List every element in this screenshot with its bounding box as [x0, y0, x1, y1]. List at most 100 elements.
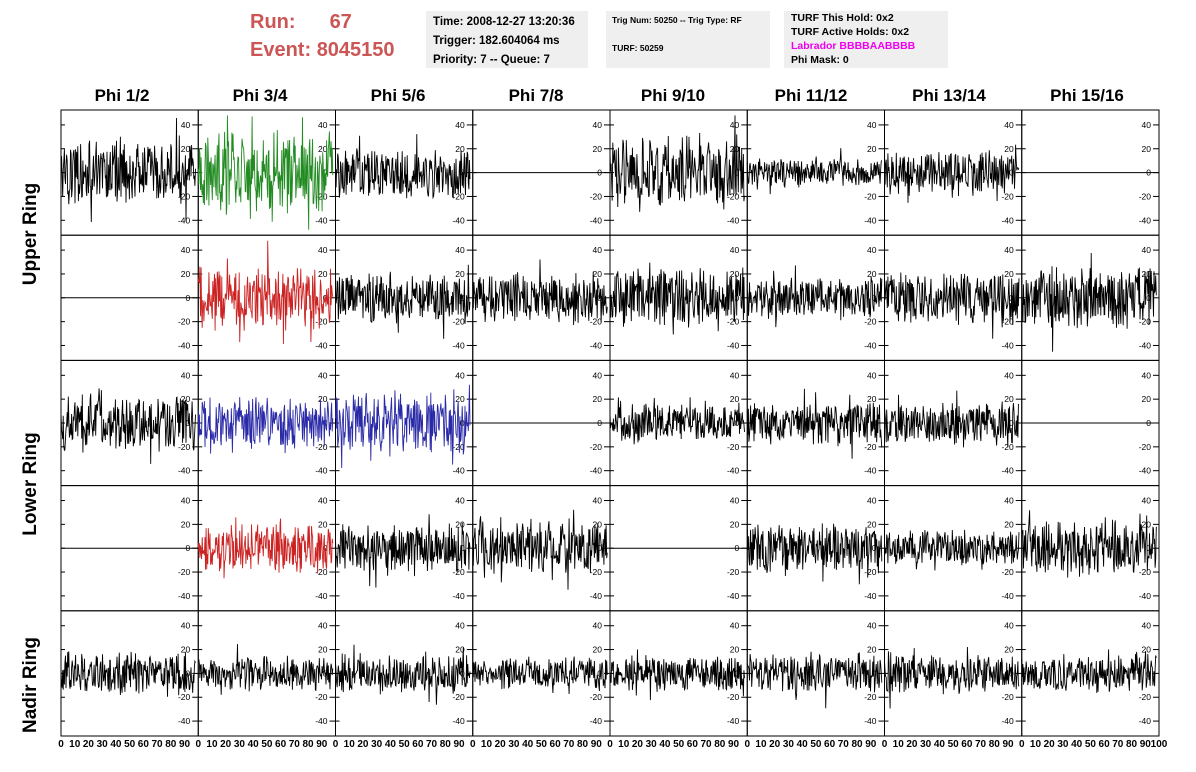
turf-info-box: TURF This Hold: 0x2 TURF Active Holds: 0…: [784, 11, 948, 68]
waveform-trace: [60, 388, 196, 464]
y-tick-label: -40: [1139, 591, 1152, 601]
y-tick-label: -20: [452, 692, 465, 702]
phi-header-6: Phi 11/12: [774, 86, 848, 105]
y-tick-label: -40: [1001, 466, 1014, 476]
phi-header-1: Phi 1/2: [94, 86, 150, 105]
y-tick-label: -40: [1139, 215, 1152, 225]
x-tick-label: 50: [536, 739, 548, 750]
y-tick-label: -20: [178, 317, 191, 327]
y-tick-label: 40: [593, 120, 603, 130]
waveform-trace: [335, 134, 471, 200]
x-tick-label: 0: [333, 739, 339, 750]
x-tick-label: 20: [83, 739, 95, 750]
y-tick-label: -40: [727, 716, 740, 726]
waveform-trace: [884, 646, 1020, 709]
waveform-trace: [884, 390, 1020, 448]
y-tick-label: -20: [1139, 567, 1152, 577]
x-tick-label: 80: [851, 739, 863, 750]
y-tick-label: -40: [864, 340, 877, 350]
y-tick-label: 20: [318, 394, 328, 404]
y-tick-label: -20: [864, 567, 877, 577]
y-tick-label: -20: [590, 317, 603, 327]
y-tick-label: 0: [1009, 418, 1014, 428]
x-tick-label: 70: [1112, 739, 1124, 750]
y-tick-label: -20: [590, 191, 603, 201]
y-tick-label: 40: [1004, 621, 1014, 631]
x-tick-label: 30: [646, 739, 658, 750]
y-tick-label: -20: [727, 692, 740, 702]
y-tick-label: 40: [181, 496, 191, 506]
y-tick-label: 40: [730, 496, 740, 506]
y-tick-label: -20: [452, 567, 465, 577]
trigger-text: Trigger: 182.604064 ms: [433, 35, 560, 47]
waveform-trace: [335, 384, 471, 469]
x-tick-label: 60: [138, 739, 150, 750]
waveform-trace: [1021, 510, 1157, 578]
y-tick-label: 20: [1004, 519, 1014, 529]
waveform-trace: [197, 397, 334, 454]
y-tick-label: -20: [1001, 317, 1014, 327]
phi-mask-text: Phi Mask: 0: [791, 54, 849, 66]
y-tick-label: -40: [590, 466, 603, 476]
x-tick-label: 70: [701, 739, 713, 750]
x-tick-label: 50: [261, 739, 273, 750]
y-tick-label: 20: [1004, 394, 1014, 404]
y-tick-label: 20: [181, 394, 191, 404]
x-tick-label: 30: [97, 739, 109, 750]
y-tick-label: 0: [323, 168, 328, 178]
y-tick-label: 40: [1004, 120, 1014, 130]
y-tick-label: 20: [1142, 394, 1152, 404]
y-tick-label: 40: [1142, 496, 1152, 506]
y-tick-label: 0: [597, 543, 602, 553]
y-tick-label: -20: [727, 317, 740, 327]
x-tick-label: 50: [1085, 739, 1097, 750]
run-value: 67: [329, 11, 352, 33]
y-tick-label: -20: [178, 567, 191, 577]
y-tick-label: 20: [1142, 269, 1152, 279]
y-tick-label: 40: [867, 245, 877, 255]
x-tick-label: 60: [824, 739, 836, 750]
y-tick-label: -40: [452, 340, 465, 350]
waveform-trace: [335, 514, 471, 588]
x-tick-label: 50: [673, 739, 685, 750]
priority-text: Priority: 7 -- Queue: 7: [433, 54, 550, 66]
waveform-trace: [197, 644, 334, 695]
y-tick-label: -20: [590, 442, 603, 452]
x-tick-label: 10: [481, 739, 493, 750]
x-tick-label: 40: [110, 739, 122, 750]
x-tick-label: 60: [1099, 739, 1111, 750]
x-tick-label: 30: [783, 739, 795, 750]
y-tick-label: 40: [867, 621, 877, 631]
x-tick-label: 10: [618, 739, 630, 750]
x-tick-label: 40: [1071, 739, 1083, 750]
y-tick-label: -40: [727, 340, 740, 350]
y-tick-label: -40: [178, 466, 191, 476]
x-tick-label: 40: [659, 739, 671, 750]
y-tick-label: 40: [1004, 496, 1014, 506]
y-tick-label: -20: [1001, 567, 1014, 577]
y-tick-label: 20: [1004, 144, 1014, 154]
turf-active-holds-text: TURF Active Holds: 0x2: [791, 26, 910, 38]
x-tick-label: 90: [591, 739, 603, 750]
y-tick-label: -20: [178, 191, 191, 201]
waveform-trace: [335, 644, 471, 705]
x-tick-label: 50: [399, 739, 411, 750]
y-tick-label: -40: [315, 716, 328, 726]
event-value: 8045150: [316, 39, 395, 61]
waveform-trace: [335, 264, 471, 339]
x-tick-label: 0: [607, 739, 613, 750]
x-tick-label: 90: [453, 739, 465, 750]
y-tick-label: 20: [593, 144, 603, 154]
x-tick-label: 20: [906, 739, 918, 750]
y-tick-label: -40: [1139, 340, 1152, 350]
labrador-text: Labrador BBBBAABBBB: [791, 40, 916, 52]
x-tick-label: 30: [1057, 739, 1069, 750]
y-tick-label: -40: [864, 215, 877, 225]
waveform-trace: [60, 117, 196, 223]
x-tick-label: 20: [1044, 739, 1056, 750]
y-tick-label: -40: [590, 340, 603, 350]
x-tick-label: 0: [58, 739, 64, 750]
y-tick-label: -40: [178, 215, 191, 225]
turf-text: TURF: 50259: [612, 43, 664, 53]
waveform-trace: [472, 656, 608, 695]
